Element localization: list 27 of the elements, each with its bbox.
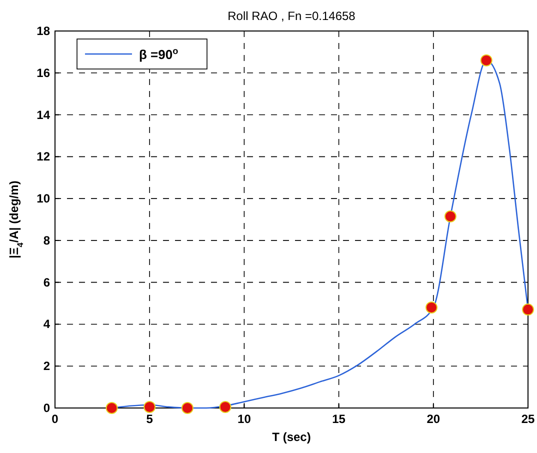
x-tick-label: 20 <box>426 412 440 426</box>
point <box>480 54 492 66</box>
point <box>444 210 456 222</box>
x-axis-title: T (sec) <box>272 430 311 444</box>
point <box>426 301 438 314</box>
point <box>219 400 232 413</box>
point <box>522 304 534 316</box>
y-tick-label: 6 <box>43 275 50 290</box>
point <box>106 402 118 414</box>
y-tick-label: 16 <box>36 66 50 80</box>
y-tick-label: 2 <box>43 359 50 374</box>
x-tick-label: 5 <box>146 412 154 426</box>
point <box>144 400 156 413</box>
y-tick-label: 0 <box>43 401 50 415</box>
y-tick-label: 10 <box>36 192 50 206</box>
chart-title: Roll RAO , Fn =0.14658 <box>228 9 356 23</box>
x-tick-label: 0 <box>52 412 59 426</box>
x-tick-label: 25 <box>521 412 535 426</box>
y-tick-label: 18 <box>36 24 50 38</box>
y-tick-label: 12 <box>36 150 50 164</box>
y-tick-label: 4 <box>43 317 50 332</box>
x-tick-label: 10 <box>238 412 252 426</box>
y-tick-label: 14 <box>36 108 50 122</box>
y-tick-label: 8 <box>43 233 50 248</box>
x-tick-label: 15 <box>332 412 346 426</box>
legend-label: β =90$^{o}$ <box>139 46 179 62</box>
point <box>181 402 194 414</box>
